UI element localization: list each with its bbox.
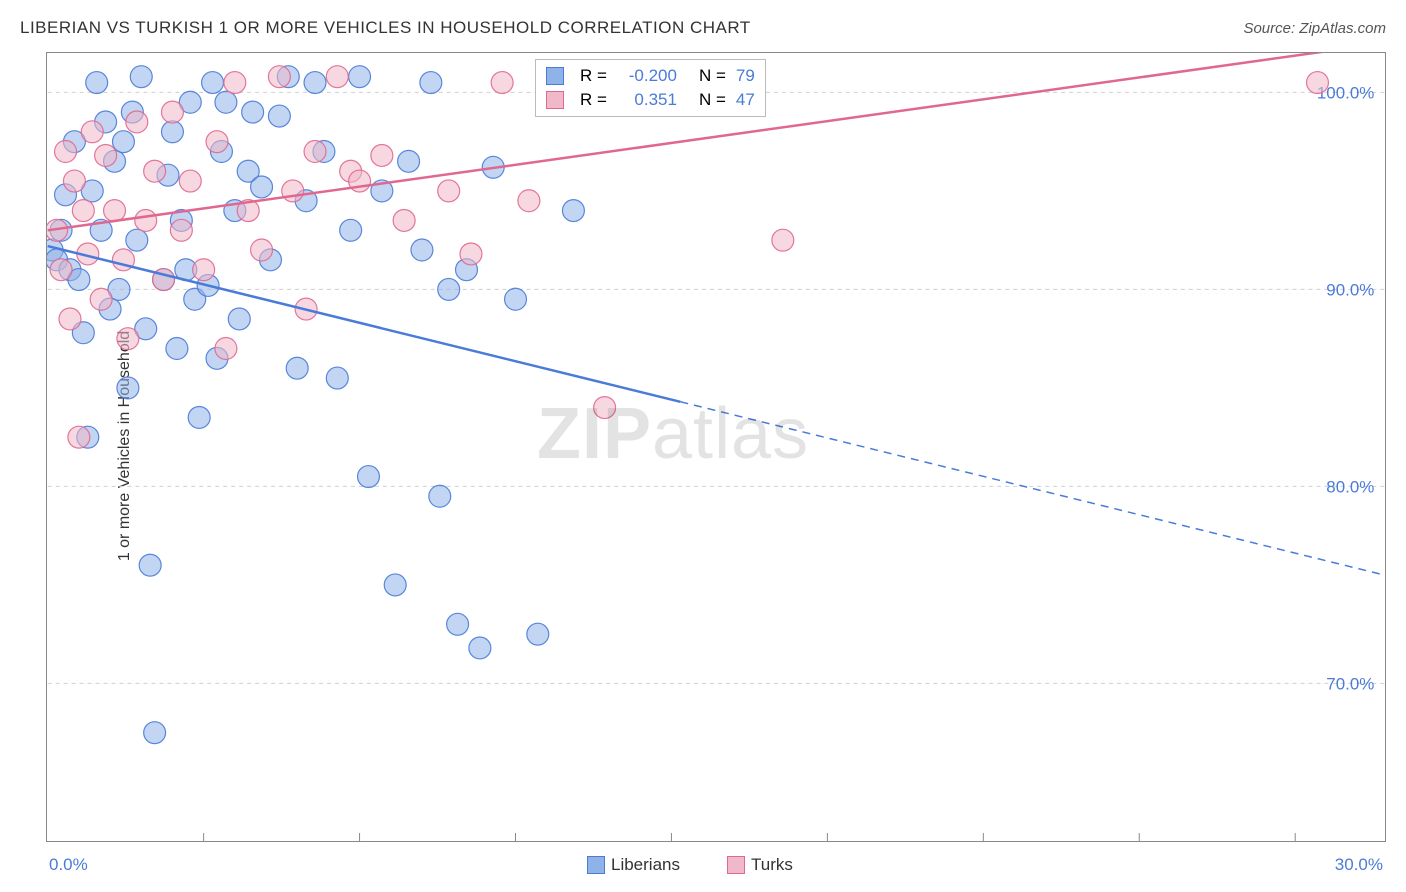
chart-title: LIBERIAN VS TURKISH 1 OR MORE VEHICLES I… bbox=[20, 18, 751, 38]
scatter-plot-svg: 70.0%80.0%90.0%100.0% bbox=[47, 53, 1385, 841]
stat-row: R =0.351N =47 bbox=[546, 88, 755, 112]
svg-text:80.0%: 80.0% bbox=[1326, 477, 1374, 496]
chart-area: 70.0%80.0%90.0%100.0% ZIPatlas R =-0.200… bbox=[46, 52, 1386, 842]
legend-turks: Turks bbox=[727, 855, 793, 875]
x-axis-end-label: 30.0% bbox=[1335, 855, 1383, 875]
svg-text:90.0%: 90.0% bbox=[1326, 280, 1374, 299]
svg-text:70.0%: 70.0% bbox=[1326, 674, 1374, 693]
x-axis-start-label: 0.0% bbox=[49, 855, 88, 875]
source-label: Source: ZipAtlas.com bbox=[1243, 20, 1386, 37]
stat-row: R =-0.200N =79 bbox=[546, 64, 755, 88]
correlation-stats-box: R =-0.200N =79R =0.351N =47 bbox=[535, 59, 766, 117]
legend-liberians: Liberians bbox=[587, 855, 680, 875]
